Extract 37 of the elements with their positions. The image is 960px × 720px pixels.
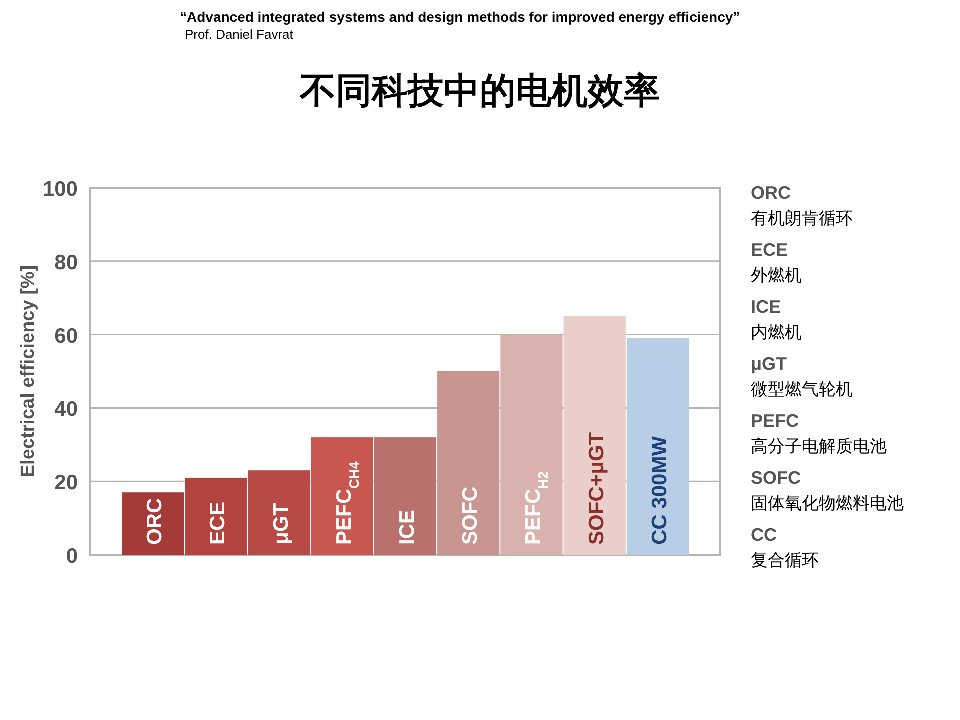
text: CC [751,525,777,545]
text: 固体氧化物燃料电池 [751,494,904,513]
bar [311,438,374,555]
text: ICE [751,297,782,317]
text: ORC [751,183,791,203]
text: PEFC [751,411,800,431]
text: ECE [751,240,788,260]
text: 有机朗肯循环 [751,209,853,228]
x-tick-label: μGT [270,502,293,545]
y-tick-label: 20 [54,472,78,495]
x-tick-label: ICE [396,510,419,545]
bar [564,316,626,555]
y-tick-label: 80 [54,251,78,274]
text: Prof. Daniel Favrat [185,27,294,42]
bar [438,372,500,555]
y-tick-label: 100 [42,178,78,201]
text: 内燃机 [751,323,802,342]
text: 微型燃气轮机 [751,380,853,399]
chart-subtitle: “Advanced integrated systems and design methods for improved energy efficiency” [180,9,740,25]
y-tick-label: 60 [54,324,78,348]
x-tick-label: CC 300MW [648,436,672,545]
x-tick-label: ORC [144,498,167,545]
bar [626,338,689,555]
text: 高分子电解质电池 [751,437,887,456]
x-tick-label: ECE [206,502,230,545]
text: 复合循环 [751,551,819,570]
x-tick-label: SOFC+μGT [585,432,608,545]
chart-title: 不同科技中的电机效率 [299,70,660,111]
bar [500,334,563,555]
x-tick-label: SOFC [459,486,482,545]
y-tick-label: 0 [66,545,78,568]
bar [122,492,184,555]
text: μGT [751,354,788,374]
text: 外燃机 [751,266,802,285]
bar [374,438,437,555]
y-tick-label: 40 [54,398,78,422]
y-axis-title: Electrical efficiency [%] [18,265,39,478]
